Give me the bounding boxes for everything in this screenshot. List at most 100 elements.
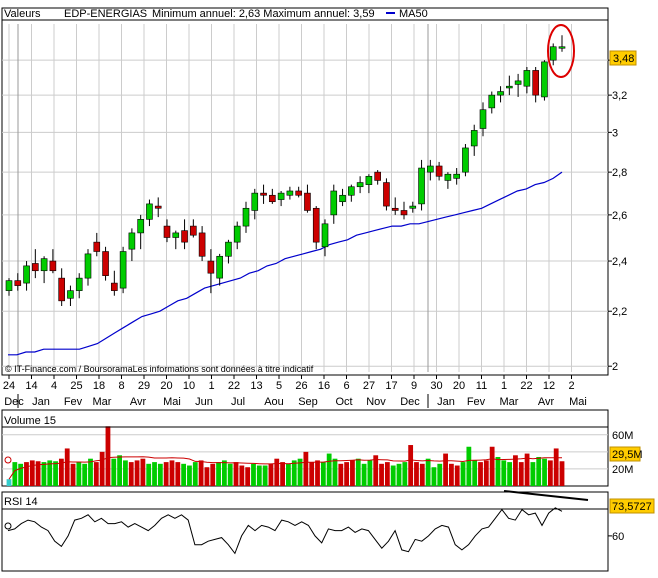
volume-average-layer [8, 456, 562, 480]
volume-bar [187, 465, 192, 486]
volume-bar [6, 479, 12, 486]
volume-bar [437, 463, 443, 486]
candle-body [111, 282, 118, 291]
volume-bar [483, 460, 489, 486]
volume-bar [454, 465, 460, 486]
volume-start-marker [4, 456, 12, 464]
ma50-line [8, 171, 563, 356]
candle-body [348, 186, 355, 196]
x-month-label: Nov [366, 396, 386, 408]
volume-bar [134, 460, 140, 486]
candle-body [119, 251, 127, 289]
candle-body [14, 280, 22, 286]
volume-bar [204, 467, 210, 486]
candles-layer [5, 35, 566, 307]
candle-body [374, 171, 381, 181]
candle-body [5, 280, 13, 291]
candle-body [146, 203, 153, 220]
volume-bar [542, 458, 547, 486]
volume-bar [140, 458, 146, 486]
x-day-label: 4 [51, 380, 57, 392]
volume-bar [414, 462, 419, 486]
volume-bar [390, 465, 396, 486]
volume-bar [286, 463, 291, 486]
x-day-label: 10 [183, 380, 195, 392]
x-month-label: Fev [467, 396, 486, 408]
volume-bar [24, 462, 29, 486]
candle-body [453, 173, 460, 179]
candle-body [409, 205, 417, 209]
volume-bar [181, 463, 187, 486]
volume-bar [256, 465, 262, 486]
volume-bar [320, 462, 326, 486]
volume-bar [262, 465, 268, 486]
volume-bar [169, 460, 175, 486]
x-day-label: 13 [250, 380, 262, 392]
x-day-label: 12 [543, 380, 555, 392]
x-month-label: Fev [64, 396, 83, 408]
price-tick-label: 2,6 [612, 210, 627, 222]
volume-bar [297, 458, 303, 486]
last-volume-badge [609, 446, 641, 462]
candle-body [339, 194, 346, 203]
candle-body [137, 219, 144, 234]
candle-body [506, 85, 513, 89]
candle-body [40, 258, 48, 272]
volume-bar [105, 426, 111, 486]
candle-body [172, 232, 180, 238]
volume-bar [507, 462, 513, 486]
volume-bar [513, 455, 518, 486]
x-day-label: 30 [430, 380, 442, 392]
volume-bar [117, 455, 122, 486]
volume-bar [157, 463, 163, 486]
rsi-layer [7, 507, 563, 555]
volume-bar [76, 462, 82, 486]
volume-bar [384, 462, 390, 486]
x-day-label: 5 [276, 380, 282, 392]
volume-bar [227, 463, 233, 486]
volume-bar [501, 460, 507, 486]
candle-body [23, 265, 30, 284]
candle-body [67, 290, 74, 299]
candle-body [154, 205, 162, 209]
x-month-label: Avr [130, 396, 147, 408]
volume-bar [198, 460, 204, 486]
volume-bar [495, 456, 501, 486]
rsi-line [7, 507, 563, 555]
x-day-label: 29 [138, 380, 150, 392]
price-tick-label: 2,2 [612, 306, 627, 318]
volume-bar [425, 458, 431, 486]
candle-body [216, 255, 223, 279]
candle-body [207, 260, 215, 274]
candle-body [365, 175, 373, 185]
candle-body [84, 253, 92, 279]
ma50-legend-label: MA50 [399, 8, 428, 20]
volume-average-line [8, 456, 562, 480]
x-month-label: Mar [93, 396, 112, 408]
price-ticks: 3,43,232,82,62,42,22 [608, 55, 627, 373]
header-symbol: EDP-ENERGIAS [64, 8, 147, 20]
x-month-label: Dec [4, 396, 24, 408]
candle-body [532, 70, 539, 96]
rsi-trendline [503, 490, 589, 501]
volume-bar [128, 462, 134, 486]
candle-body [523, 70, 531, 87]
volume-bar [431, 467, 437, 486]
volume-bar [12, 462, 18, 486]
x-month-label: Sep [298, 396, 318, 408]
volume-tick-label: 60M [612, 430, 633, 442]
volume-bar [239, 465, 245, 486]
candle-body [400, 210, 408, 216]
volume-bar [332, 458, 338, 486]
candle-body [251, 192, 259, 211]
volume-bar [524, 453, 530, 486]
candle-body [383, 182, 390, 207]
x-month-label: Dec [400, 396, 420, 408]
volume-bar [251, 463, 256, 486]
x-day-label: 24 [3, 380, 15, 392]
candle-body [479, 109, 487, 129]
volume-bar [472, 460, 478, 486]
x-month-label: Jul [231, 396, 245, 408]
x-day-label: 11 [476, 380, 487, 392]
candle-body [181, 230, 188, 243]
